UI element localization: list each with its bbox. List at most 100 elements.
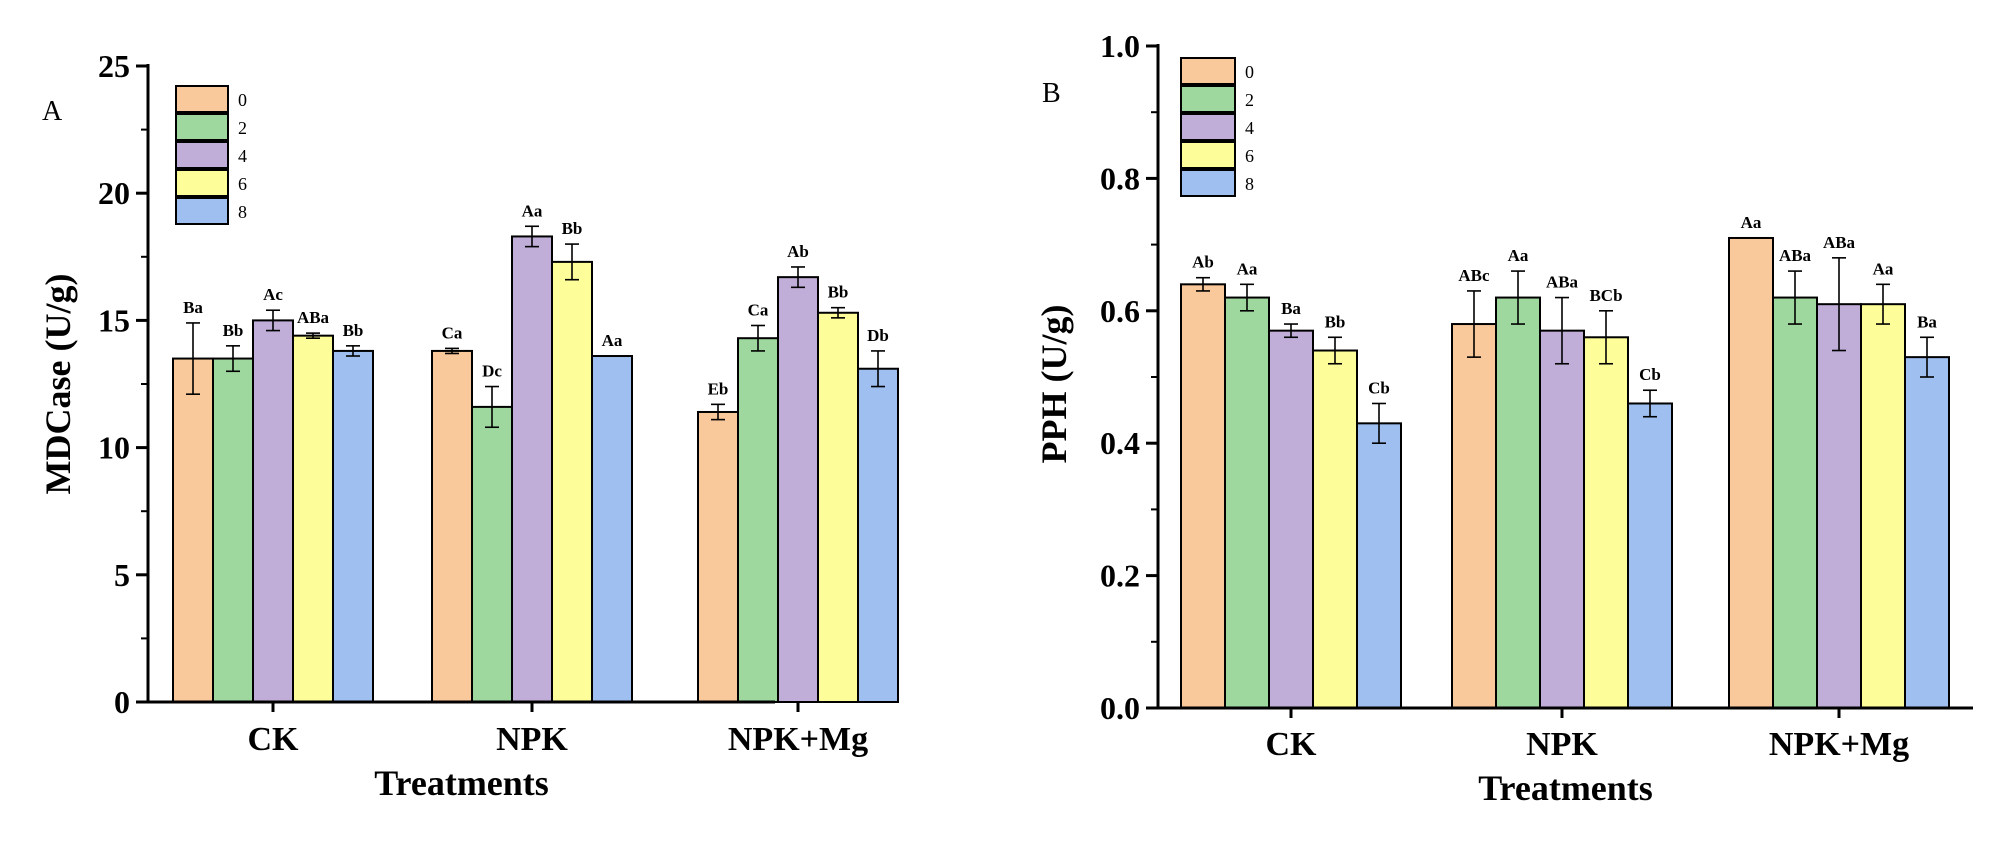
panel-label: B [1042,78,1061,109]
significance-label: Bb [1325,312,1346,331]
significance-label: Ba [1917,312,1937,331]
bar [737,337,779,703]
bar [697,410,739,703]
bar [252,319,294,703]
y-tick-label: 15 [98,302,130,338]
bar [172,357,214,703]
bar [1627,402,1673,709]
significance-label: Aa [1237,259,1258,278]
bar [212,357,254,703]
bar [1728,236,1774,709]
significance-label: Ab [787,242,809,261]
y-axis-title: PPH (U/g) [1034,305,1074,464]
significance-label: Bb [223,321,244,340]
legend-label: 2 [1245,90,1254,110]
y-tick-label: 5 [114,557,130,593]
significance-label: Bb [828,283,849,302]
x-tick-label: NPK+Mg [728,721,868,758]
bar [431,349,473,703]
y-axis-title: MDCase (U/g) [38,274,78,495]
significance-label: Aa [602,331,623,350]
significance-label: Ca [442,323,463,342]
y-tick-label: 0.0 [1100,690,1140,726]
bar [1860,303,1906,709]
legend-label: 4 [238,146,247,166]
y-tick-label: 20 [98,175,130,211]
significance-label: ABa [297,308,330,327]
x-tick-label: NPK [496,721,568,758]
legend-swatch [1180,113,1236,141]
legend-label: 8 [238,202,247,222]
legend-label: 8 [1245,174,1254,194]
legend-label: 2 [238,118,247,138]
significance-label: Aa [1741,213,1762,232]
bar [777,276,819,703]
panel-label: A [42,96,63,127]
chart-b: Ab ABc Aa Aa Aa ABa Ba ABa ABa Bb BCb Aa Cb Cb Ba 0.0 0.… [1034,28,1973,808]
legend-label: 0 [238,90,247,110]
significance-label: Ac [263,285,283,304]
bar [332,349,374,703]
bar [817,311,859,703]
legend-swatch [175,197,229,225]
significance-label: Cb [1639,365,1661,384]
x-tick-label: CK [1266,726,1318,763]
significance-label: ABc [1458,266,1490,285]
significance-label: Dc [482,362,502,381]
significance-label: Aa [1873,259,1894,278]
x-axis-title: Treatments [374,763,549,803]
significance-label: ABa [1546,273,1579,292]
legend-label: 4 [1245,118,1254,138]
legend-label: 6 [1245,146,1254,166]
significance-label: Eb [708,379,729,398]
y-tick-label: 1.0 [1100,28,1140,64]
bar [1539,329,1585,709]
bar [1583,336,1629,709]
legend-swatch [175,85,229,113]
significance-label: Ab [1192,253,1214,272]
significance-label: ABa [1823,233,1856,252]
bar [1180,283,1226,709]
bar [1356,422,1402,709]
significance-label: Bb [343,321,364,340]
significance-label: Db [867,326,889,345]
significance-label: Cb [1368,378,1390,397]
y-tick-label: 0.6 [1100,293,1140,329]
bar [857,367,899,703]
significance-label: Aa [522,201,543,220]
legend-swatch [175,169,229,197]
y-tick-label: 10 [98,430,130,466]
bar [1772,296,1818,709]
y-tick-label: 0.4 [1100,425,1140,461]
legend-swatch [175,113,229,141]
y-tick-label: 0.8 [1100,160,1140,196]
bar [551,260,593,703]
legend-swatch [1180,57,1236,85]
significance-label: Ba [1281,299,1301,318]
bar [1904,356,1950,709]
significance-label: Aa [1508,246,1529,265]
x-tick-label: NPK [1526,726,1598,763]
significance-label: Bb [562,219,583,238]
legend-label: 6 [238,174,247,194]
x-tick-label: NPK+Mg [1769,726,1909,763]
bar [471,405,513,703]
legend-swatch [1180,169,1236,197]
significance-label: Ba [183,298,203,317]
bar [292,334,334,703]
legend-swatch [1180,141,1236,169]
bar [1224,296,1270,709]
significance-label: Ca [748,300,769,319]
y-tick-label: 0.2 [1100,558,1140,594]
significance-label: ABa [1779,246,1812,265]
bar [591,355,633,703]
y-tick-label: 0 [114,684,130,720]
bar [511,235,553,703]
x-axis-title: Treatments [1478,768,1653,808]
x-tick-label: CK [248,721,300,758]
y-tick-label: 25 [98,48,130,84]
legend-swatch [175,141,229,169]
significance-label: BCb [1589,286,1622,305]
